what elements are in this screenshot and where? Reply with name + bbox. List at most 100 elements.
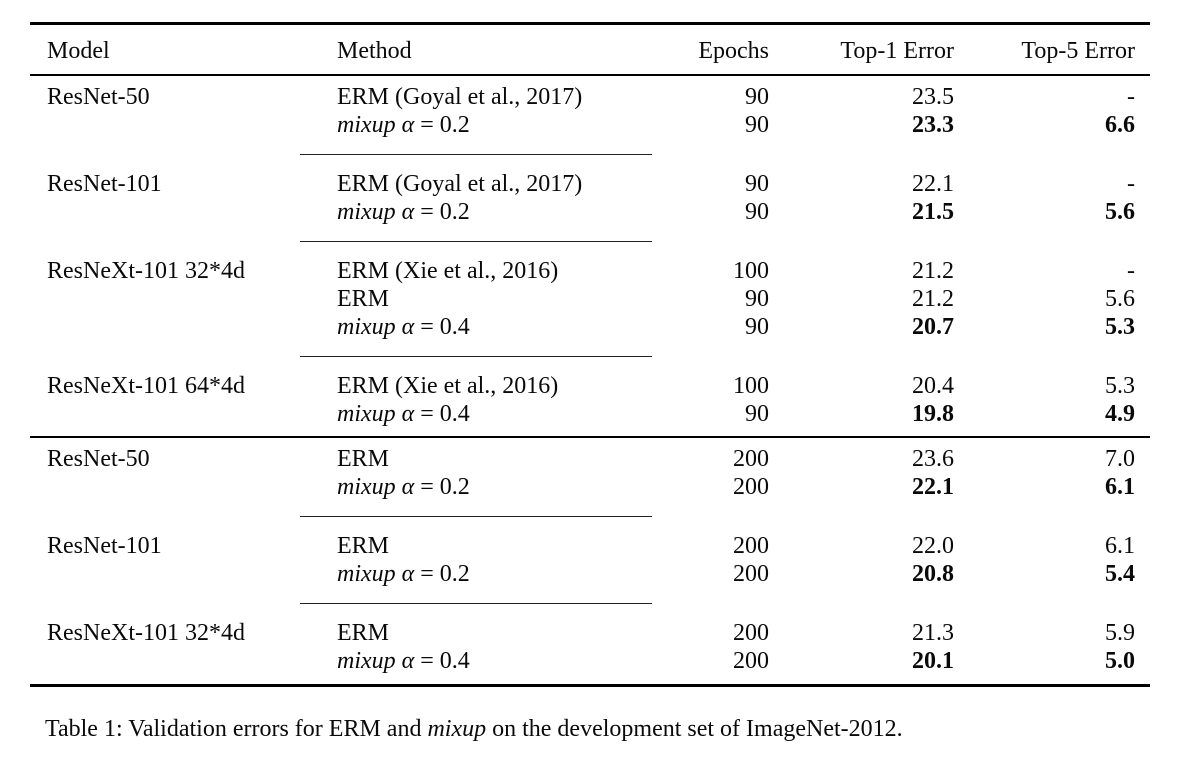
epochs-cell: 90 bbox=[745, 171, 769, 197]
top1-error-cell: 21.5 bbox=[912, 199, 954, 225]
method-text: ERM (Xie et al., 2016) bbox=[337, 373, 559, 399]
top1-error-cell: 21.2 bbox=[912, 286, 954, 312]
method-cell: ERM bbox=[320, 532, 660, 560]
caption-text-prefix: Table 1: Validation errors for ERM and bbox=[45, 716, 428, 742]
method-cell: mixup α = 0.4 bbox=[320, 400, 660, 428]
top5-error-cell: 5.3 bbox=[1105, 314, 1135, 340]
top5-error-cell: - bbox=[1127, 84, 1135, 110]
top5-error-cell: 5.9 bbox=[1105, 620, 1135, 646]
group-divider bbox=[30, 501, 1150, 532]
method-cell: ERM bbox=[320, 619, 660, 647]
method-cell: mixup α = 0.2 bbox=[320, 560, 660, 588]
method-italic: mixup α bbox=[337, 561, 415, 587]
table-caption: Table 1: Validation errors for ERM and m… bbox=[45, 714, 1150, 744]
divider-cell bbox=[30, 428, 1150, 445]
table-row: mixup α = 0.4 200 20.1 5.0 bbox=[30, 647, 1150, 686]
divider-row bbox=[30, 588, 1150, 619]
table-row: mixup α = 0.4 90 19.8 4.9 bbox=[30, 400, 1150, 428]
method-italic: mixup α bbox=[337, 401, 415, 427]
epochs-cell: 200 bbox=[733, 561, 769, 587]
model-cell: ResNet-101 bbox=[47, 533, 162, 559]
model-group-resnext101-64-90: ResNeXt-101 64*4d ERM (Xie et al., 2016)… bbox=[30, 372, 1150, 428]
table-row: ResNet-50 ERM 200 23.6 7.0 bbox=[30, 445, 1150, 473]
model-cell: ResNeXt-101 32*4d bbox=[47, 258, 245, 284]
method-italic: mixup α bbox=[337, 199, 415, 225]
method-cell: mixup α = 0.4 bbox=[320, 647, 660, 686]
table-row: ResNet-101 ERM (Goyal et al., 2017) 90 2… bbox=[30, 170, 1150, 198]
epochs-cell: 90 bbox=[745, 199, 769, 225]
model-cell: ResNeXt-101 32*4d bbox=[47, 620, 245, 646]
group-divider bbox=[30, 139, 1150, 170]
model-cell: ResNeXt-101 64*4d bbox=[47, 373, 245, 399]
column-header-top5-error: Top-5 Error bbox=[958, 23, 1150, 76]
model-group-resnet50-200: ResNet-50 ERM 200 23.6 7.0 mixup α = 0.2… bbox=[30, 445, 1150, 501]
method-text: = 0.2 bbox=[414, 199, 470, 225]
divider-cell bbox=[30, 588, 1150, 619]
epochs-cell: 90 bbox=[745, 84, 769, 110]
table-row: ResNeXt-101 64*4d ERM (Xie et al., 2016)… bbox=[30, 372, 1150, 400]
epochs-cell: 100 bbox=[733, 258, 769, 284]
model-group-resnet50-90: ResNet-50 ERM (Goyal et al., 2017) 90 23… bbox=[30, 75, 1150, 139]
top5-error-cell: - bbox=[1127, 171, 1135, 197]
model-cell: ResNet-50 bbox=[47, 446, 150, 472]
partial-rule bbox=[300, 516, 652, 517]
table-header: Model Method Epochs Top-1 Error Top-5 Er… bbox=[30, 23, 1150, 76]
epochs-cell: 200 bbox=[733, 474, 769, 500]
method-cell: ERM (Goyal et al., 2017) bbox=[320, 75, 660, 111]
top5-error-cell: 5.6 bbox=[1105, 199, 1135, 225]
top5-error-cell: 6.1 bbox=[1105, 533, 1135, 559]
model-cell: ResNet-101 bbox=[47, 171, 162, 197]
method-cell: mixup α = 0.2 bbox=[320, 198, 660, 226]
section-rule bbox=[30, 436, 1150, 438]
top1-error-cell: 20.4 bbox=[912, 373, 954, 399]
method-text: ERM (Xie et al., 2016) bbox=[337, 258, 559, 284]
method-cell: mixup α = 0.2 bbox=[320, 473, 660, 501]
header-row: Model Method Epochs Top-1 Error Top-5 Er… bbox=[30, 23, 1150, 76]
method-text: = 0.2 bbox=[414, 112, 470, 138]
top1-error-cell: 23.6 bbox=[912, 446, 954, 472]
column-header-top1-error: Top-1 Error bbox=[775, 23, 958, 76]
method-cell: mixup α = 0.4 bbox=[320, 313, 660, 341]
model-cell: ResNet-50 bbox=[47, 84, 150, 110]
method-text: ERM bbox=[337, 620, 390, 646]
method-text: ERM (Goyal et al., 2017) bbox=[337, 84, 583, 110]
top5-error-cell: - bbox=[1127, 258, 1135, 284]
top1-error-cell: 19.8 bbox=[912, 401, 954, 427]
method-italic: mixup α bbox=[337, 474, 415, 500]
method-italic: mixup α bbox=[337, 112, 415, 138]
epochs-cell: 200 bbox=[733, 648, 769, 674]
method-text: = 0.4 bbox=[414, 648, 470, 674]
divider-cell bbox=[30, 139, 1150, 170]
method-text: ERM bbox=[337, 446, 390, 472]
divider-row bbox=[30, 428, 1150, 445]
group-divider bbox=[30, 226, 1150, 257]
caption-text-suffix: on the development set of ImageNet-2012. bbox=[486, 716, 903, 742]
method-text: = 0.4 bbox=[414, 314, 470, 340]
top1-error-cell: 23.5 bbox=[912, 84, 954, 110]
method-text: ERM bbox=[337, 286, 390, 312]
divider-row bbox=[30, 341, 1150, 372]
method-cell: ERM (Xie et al., 2016) bbox=[320, 257, 660, 285]
method-italic: mixup α bbox=[337, 314, 415, 340]
column-header-model: Model bbox=[30, 23, 320, 76]
top1-error-cell: 22.0 bbox=[912, 533, 954, 559]
partial-rule bbox=[300, 603, 652, 604]
group-divider bbox=[30, 341, 1150, 372]
divider-cell bbox=[30, 341, 1150, 372]
method-text: = 0.2 bbox=[414, 474, 470, 500]
method-cell: ERM (Xie et al., 2016) bbox=[320, 372, 660, 400]
table-row: ResNeXt-101 32*4d ERM 200 21.3 5.9 bbox=[30, 619, 1150, 647]
partial-rule bbox=[300, 241, 652, 242]
top1-error-cell: 22.1 bbox=[912, 474, 954, 500]
column-header-epochs: Epochs bbox=[660, 23, 775, 76]
column-header-method: Method bbox=[320, 23, 660, 76]
epochs-cell: 200 bbox=[733, 620, 769, 646]
table-row: mixup α = 0.2 90 21.5 5.6 bbox=[30, 198, 1150, 226]
epochs-cell: 90 bbox=[745, 401, 769, 427]
top5-error-cell: 5.4 bbox=[1105, 561, 1135, 587]
method-cell: ERM (Goyal et al., 2017) bbox=[320, 170, 660, 198]
top1-error-cell: 21.2 bbox=[912, 258, 954, 284]
table-row: ResNet-50 ERM (Goyal et al., 2017) 90 23… bbox=[30, 75, 1150, 111]
divider-cell bbox=[30, 226, 1150, 257]
